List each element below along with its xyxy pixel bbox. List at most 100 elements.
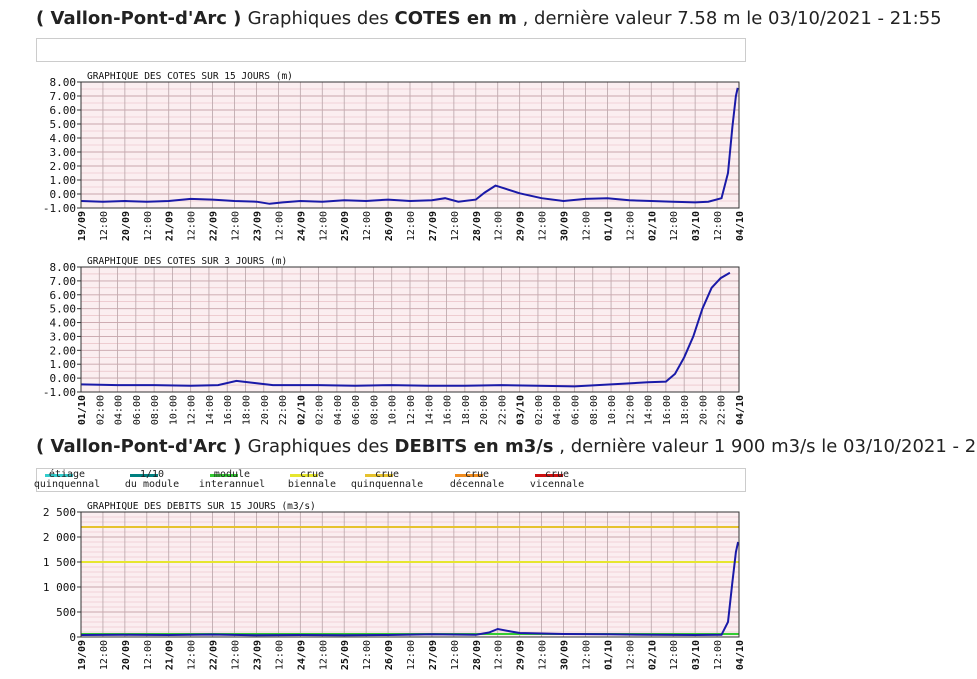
legend-label: quinquennale xyxy=(350,479,424,490)
x-tick-label: 12:00 xyxy=(581,640,592,670)
legend-label: crue xyxy=(544,469,570,480)
y-tick-label: 0.00 xyxy=(50,188,77,201)
x-tick-label: 01/10 xyxy=(77,395,88,425)
y-tick-label: 2.00 xyxy=(50,160,77,173)
y-tick-label: 2.00 xyxy=(50,344,77,357)
x-tick-label: 28/09 xyxy=(472,211,483,241)
x-tick-label: 22/09 xyxy=(209,640,220,670)
chart-title: GRAPHIQUE DES COTES SUR 3 JOURS (m) xyxy=(87,256,287,267)
x-tick-label: 08:00 xyxy=(150,395,161,425)
legend-swatch xyxy=(455,474,483,477)
x-tick-label: 12:00 xyxy=(538,640,549,670)
x-tick-label: 04/10 xyxy=(735,640,746,670)
x-tick-label: 18:00 xyxy=(461,395,472,425)
x-tick-label: 06:00 xyxy=(571,395,582,425)
y-tick-label: 4.00 xyxy=(50,317,77,330)
x-tick-label: 02/10 xyxy=(296,395,307,425)
x-tick-label: 20/09 xyxy=(121,640,132,670)
legend-swatch xyxy=(210,474,238,477)
x-tick-label: 29/09 xyxy=(516,640,527,670)
x-tick-label: 12:00 xyxy=(274,211,285,241)
chart-debits-15-jours: 19/09 12:00 20/09 12:00 21/09 12:00 22/09 12:00… xyxy=(43,501,746,670)
x-tick-label: 12:00 xyxy=(318,211,329,241)
x-tick-label: 22:00 xyxy=(717,395,728,425)
x-tick-label: 12:00 xyxy=(99,640,110,670)
x-tick-label: 12:00 xyxy=(669,211,680,241)
y-tick-label: -1.00 xyxy=(43,202,76,215)
series-line xyxy=(80,541,740,637)
x-tick-label: 12:00 xyxy=(625,640,636,670)
legend-label: crue xyxy=(374,469,400,480)
x-tick-label: 12:00 xyxy=(406,211,417,241)
legend-item: crue vicennale xyxy=(530,470,584,490)
x-tick-label: 20/09 xyxy=(121,211,132,241)
plot-frame xyxy=(80,81,740,209)
x-tick-label: 12:00 xyxy=(187,640,198,670)
y-tick-label: 6.00 xyxy=(50,289,77,302)
legend-label: interannuel xyxy=(198,479,266,490)
x-tick-label: 03/10 xyxy=(691,211,702,241)
x-tick-label: 14:00 xyxy=(644,395,655,425)
x-tick-label: 12:00 xyxy=(450,211,461,241)
legend-item: crue décennale xyxy=(450,470,504,490)
x-tick-label: 12:00 xyxy=(362,211,373,241)
y-tick-label: 0 xyxy=(69,631,76,644)
series-line xyxy=(80,271,731,388)
legend: étiage quinquennal 1/10 du module module inte… xyxy=(33,468,746,492)
y-tick-label: 3.00 xyxy=(50,330,77,343)
x-tick-label: 27/09 xyxy=(428,640,439,670)
x-tick-label: 12:00 xyxy=(362,640,373,670)
x-tick-label: 12:00 xyxy=(625,211,636,241)
x-tick-label: 12:00 xyxy=(538,211,549,241)
chart-title: GRAPHIQUE DES DEBITS SUR 15 JOURS (m3/s) xyxy=(87,501,316,512)
legend-item: crue quinquennale xyxy=(351,470,423,490)
legend-label: vicennale xyxy=(529,479,585,490)
x-tick-label: 18:00 xyxy=(680,395,691,425)
x-tick-label: 21/09 xyxy=(165,211,176,241)
x-tick-label: 20:00 xyxy=(698,395,709,425)
x-tick-label: 12:00 xyxy=(406,395,417,425)
x-tick-label: 10:00 xyxy=(607,395,618,425)
header-cotes: ( Vallon-Pont-d'Arc ) Graphiques des COT… xyxy=(36,8,942,29)
x-tick-label: 12:00 xyxy=(231,211,242,241)
x-tick-label: 29/09 xyxy=(516,211,527,241)
x-tick-label: 03/10 xyxy=(691,640,702,670)
legend-label: quinquennal xyxy=(33,479,101,490)
y-tick-label: 8.00 xyxy=(50,261,77,274)
x-tick-label: 23/09 xyxy=(252,640,263,670)
x-tick-label: 04/10 xyxy=(735,395,746,425)
y-tick-label: 5.00 xyxy=(50,118,77,131)
plot-frame xyxy=(80,266,740,393)
x-tick-label: 16:00 xyxy=(223,395,234,425)
x-tick-label: 12:00 xyxy=(274,640,285,670)
y-tick-label: 4.00 xyxy=(50,132,77,145)
x-tick-label: 02/10 xyxy=(647,211,658,241)
legend-swatch xyxy=(290,474,318,477)
x-tick-label: 22/09 xyxy=(209,211,220,241)
x-tick-label: 12:00 xyxy=(713,640,724,670)
x-tick-label: 18:00 xyxy=(242,395,253,425)
legend-swatch xyxy=(365,474,393,477)
y-tick-label: 6.00 xyxy=(50,104,77,117)
y-tick-label: 1.00 xyxy=(50,174,77,187)
legend-label: 1/10 xyxy=(139,469,165,480)
x-tick-label: 23/09 xyxy=(252,211,263,241)
y-tick-label: 5.00 xyxy=(50,303,77,316)
x-tick-label: 01/10 xyxy=(603,211,614,241)
legend-item: module interannuel xyxy=(199,470,265,490)
x-tick-label: 12:00 xyxy=(231,640,242,670)
legend-label: crue xyxy=(299,469,325,480)
series-line xyxy=(80,87,739,205)
x-tick-label: 22:00 xyxy=(497,395,508,425)
x-tick-label: 02:00 xyxy=(534,395,545,425)
legend-swatch xyxy=(535,474,563,477)
chart-title: GRAPHIQUE DES COTES SUR 15 JOURS (m) xyxy=(87,71,293,82)
y-tick-label: 7.00 xyxy=(50,275,77,288)
x-tick-label: 12:00 xyxy=(581,211,592,241)
x-tick-label: 12:00 xyxy=(99,211,110,241)
x-tick-label: 12:00 xyxy=(143,640,154,670)
x-tick-label: 04:00 xyxy=(552,395,563,425)
legend-label: décennale xyxy=(449,479,505,490)
chart-cotes-15-jours: 19/09 12:00 20/09 12:00 21/09 12:00 22/09 12:00… xyxy=(43,71,746,241)
legend-item: crue biennale xyxy=(288,470,336,490)
